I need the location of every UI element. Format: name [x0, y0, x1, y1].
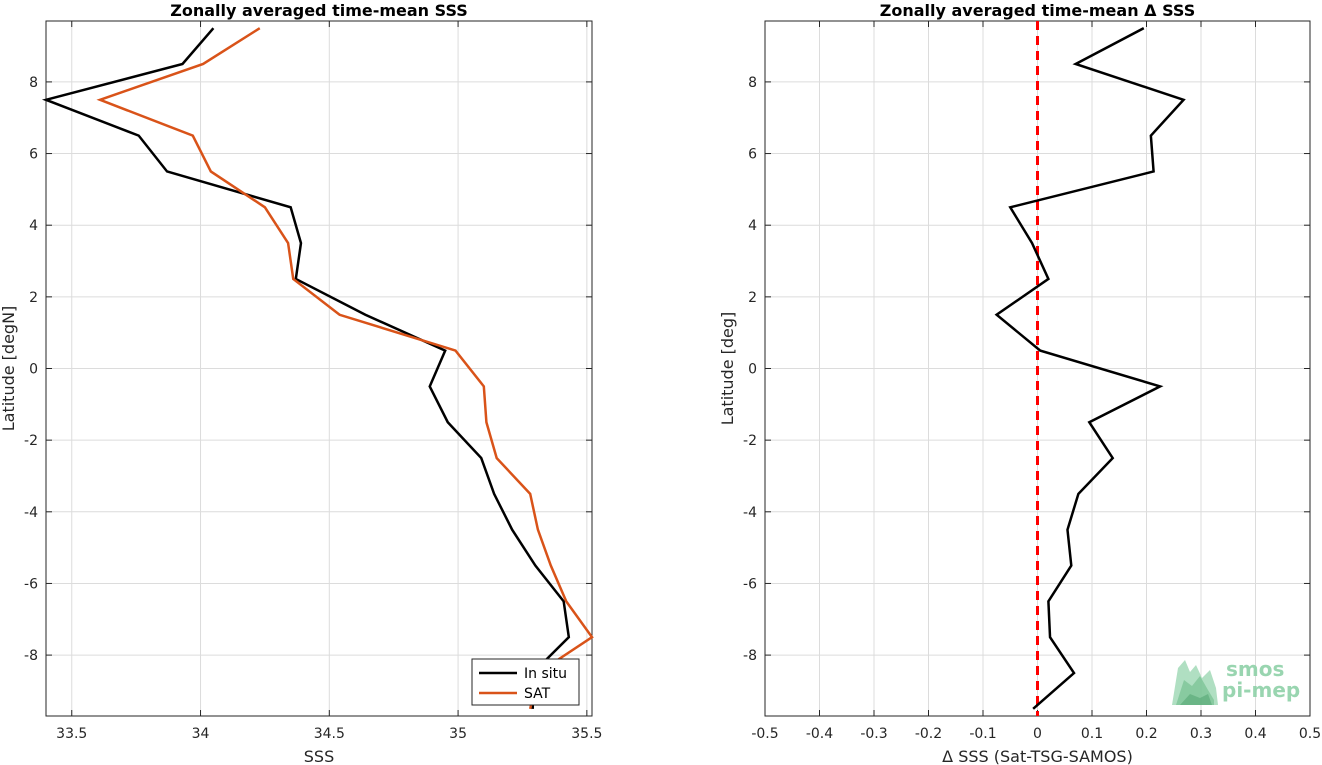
y-tick-label: 0: [29, 362, 38, 378]
y-tick-label: 8: [748, 75, 757, 91]
series-line-1: [994, 27, 1186, 710]
legend: In situ SAT: [471, 658, 580, 706]
x-tick-label: 0.1: [1081, 726, 1103, 742]
x-tick-label: 0.4: [1244, 726, 1266, 742]
legend-entry: In situ: [524, 666, 567, 682]
x-axis-label: Δ SSS (Sat-TSG-SAMOS): [942, 747, 1133, 765]
x-tick-label: -0.4: [806, 726, 833, 742]
y-tick-label: 0: [748, 362, 757, 378]
series-line-1: [41, 27, 571, 709]
legend-entry: SAT: [524, 686, 551, 702]
y-tick-label: 4: [29, 218, 38, 234]
chart-title: Zonally averaged time-mean Δ SSS: [880, 1, 1196, 20]
y-tick-label: 6: [748, 147, 757, 163]
x-tick-label: 34: [192, 726, 210, 742]
x-axis-label: SSS: [304, 747, 334, 765]
logo-line1: smos: [1226, 657, 1284, 681]
logo-mark-icon: [1172, 660, 1218, 705]
x-tick-label: -0.3: [860, 726, 887, 742]
x-tick-label: 0.5: [1299, 726, 1321, 742]
x-tick-label: 0: [1033, 726, 1042, 742]
delta-sss-panel: -0.5 -0.4 -0.3 -0.2 -0.1 0 0.1 0.2 0.3 0.4 0.5 -8 -6…: [718, 1, 1321, 765]
y-tick-label: -2: [24, 433, 38, 449]
x-tick-label: 33.5: [56, 726, 87, 742]
x-tick-label: 34.5: [314, 726, 345, 742]
y-tick-label: -6: [24, 576, 38, 592]
x-tick-label: -0.1: [969, 726, 996, 742]
y-tick-label: 2: [29, 290, 38, 306]
x-tick-label: 0.2: [1135, 726, 1157, 742]
chart-title: Zonally averaged time-mean SSS: [170, 1, 468, 20]
y-tick-label: 4: [748, 218, 757, 234]
y-tick-label: -4: [24, 505, 38, 521]
x-tick-label: 0.3: [1190, 726, 1212, 742]
legend-box: [471, 658, 580, 706]
x-tick-label: -0.5: [751, 726, 778, 742]
y-tick-label: 2: [748, 290, 757, 306]
x-tick-label: 35.5: [571, 726, 602, 742]
y-axis-label: Latitude [deg]: [718, 312, 737, 426]
x-tick-label: -0.2: [915, 726, 942, 742]
smos-pi-mep-logo: smos pi-mep: [1172, 657, 1300, 705]
series-line-2: [96, 27, 594, 710]
y-tick-label: 6: [29, 147, 38, 163]
x-tick-label: 35: [449, 726, 467, 742]
y-tick-label: -2: [743, 433, 757, 449]
y-tick-label: -6: [743, 576, 757, 592]
y-tick-label: 8: [29, 75, 38, 91]
y-axis-label: Latitude [degN]: [0, 306, 18, 432]
logo-line2: pi-mep: [1222, 678, 1300, 702]
y-tick-label: -8: [743, 648, 757, 664]
y-tick-label: -4: [743, 505, 757, 521]
y-tick-label: -8: [24, 648, 38, 664]
sss-panel: 33.5 34 34.5 35 35.5 -8 -6 -4 -2 0 2 4 6 8 Zonally ave…: [0, 1, 602, 765]
